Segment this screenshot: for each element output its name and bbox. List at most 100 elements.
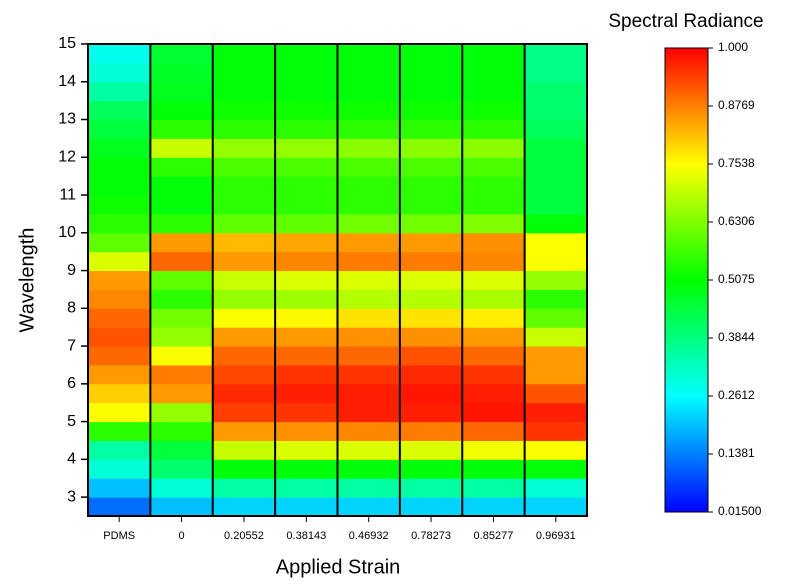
y-tick-label: 10 [58,224,76,241]
heatmap-cell [275,81,338,102]
heatmap-cell [275,176,338,196]
heatmap-cell [212,497,276,517]
heatmap-cell [275,157,338,177]
heatmap-cell [462,176,526,196]
heatmap-cell [462,62,526,83]
heatmap-cell [150,176,214,196]
heatmap-cell [524,327,588,347]
heatmap-cell [150,327,214,347]
heatmap-cell [462,459,526,479]
heatmap-cell [462,81,526,102]
colorbar-tick-label: 0.3844 [718,330,755,344]
heatmap-cell [275,213,338,234]
heatmap-cell [399,138,463,158]
heatmap-cell [275,478,338,498]
heatmap-cell [337,383,401,404]
y-tick-label: 5 [67,413,76,430]
y-tick-label: 9 [67,262,76,279]
heatmap-cell [524,364,588,385]
heatmap-cell [275,138,338,158]
heatmap-cell [150,232,214,253]
heatmap-cell [462,421,526,441]
heatmap-cell [462,308,526,328]
heatmap-cell [337,327,401,347]
heatmap-cell [150,81,214,102]
colorbar [664,47,709,513]
heatmap-cell [88,346,151,366]
heatmap-cell [337,421,401,441]
heatmap-cell [337,346,401,366]
heatmap-cell [212,176,276,196]
heatmap-cell [88,119,151,139]
heatmap-cell [524,100,588,121]
heatmap-cell [524,251,588,272]
heatmap-cell [212,138,276,158]
heatmap-cell [88,478,151,498]
heatmap-cell [524,213,588,234]
heatmap-cell [524,421,588,441]
x-tick-label: 0.38143 [286,530,326,542]
heatmap-cell [275,289,338,309]
heatmap-cell [399,327,463,347]
heatmap-cell [337,251,401,272]
heatmap-cell [462,327,526,347]
heatmap-cell [337,213,401,234]
heatmap-cell [524,346,588,366]
heatmap-cell [399,100,463,121]
heatmap-cell [150,364,214,385]
y-tick-label: 11 [59,186,76,203]
heatmap-cell [524,270,588,290]
colorbar-tick-label: 0.01500 [718,504,762,518]
heatmap-cell [399,421,463,441]
heatmap-cell [88,176,151,196]
heatmap-cell [212,459,276,479]
heatmap-cell [275,44,338,64]
heatmap-cell [337,232,401,253]
heatmap-cell [150,346,214,366]
heatmap-cell [399,346,463,366]
heatmap-cell [399,232,463,253]
heatmap-cell [399,478,463,498]
heatmap-cell [88,232,151,253]
heatmap-cell [524,119,588,139]
colorbar-tick-label: 0.7538 [718,156,755,170]
heatmap-cell [524,195,588,215]
heatmap-cell [150,119,214,139]
colorbar-tick-label: 1.000 [718,40,748,54]
heatmap-cell [462,119,526,139]
y-tick-label: 15 [58,35,76,52]
heatmap-cell [88,308,151,328]
heatmap-cell [150,383,214,404]
heatmap-cell [399,308,463,328]
y-tick-label: 13 [58,111,76,128]
heatmap-cell [462,289,526,309]
heatmap-cell [399,251,463,272]
heatmap-cell [212,327,276,347]
heatmap-cell [337,478,401,498]
heatmap-cell [212,232,276,253]
y-tick-label: 8 [67,300,76,317]
heatmap-cell [399,176,463,196]
heatmap-cell [462,383,526,404]
heatmap-cell [275,364,338,385]
heatmap-cell [212,157,276,177]
heatmap-cell [212,402,276,423]
x-axis-label: Applied Strain [276,556,401,578]
heatmap-cell [462,44,526,64]
heatmap-cell [337,364,401,385]
heatmap-cell [337,195,401,215]
heatmap-cell [212,421,276,441]
heatmap-cell [212,251,276,272]
heatmap-cell [275,421,338,441]
heatmap-cell [524,62,588,83]
heatmap-cell [399,459,463,479]
heatmap-cell [399,440,463,460]
colorbar-tick-label: 0.2612 [718,388,755,402]
heatmap-cell [462,478,526,498]
heatmap-cell [88,251,151,272]
heatmap-cell [462,402,526,423]
heatmap-cell [524,308,588,328]
heatmap-cell [88,195,151,215]
heatmap-cell [150,459,214,479]
